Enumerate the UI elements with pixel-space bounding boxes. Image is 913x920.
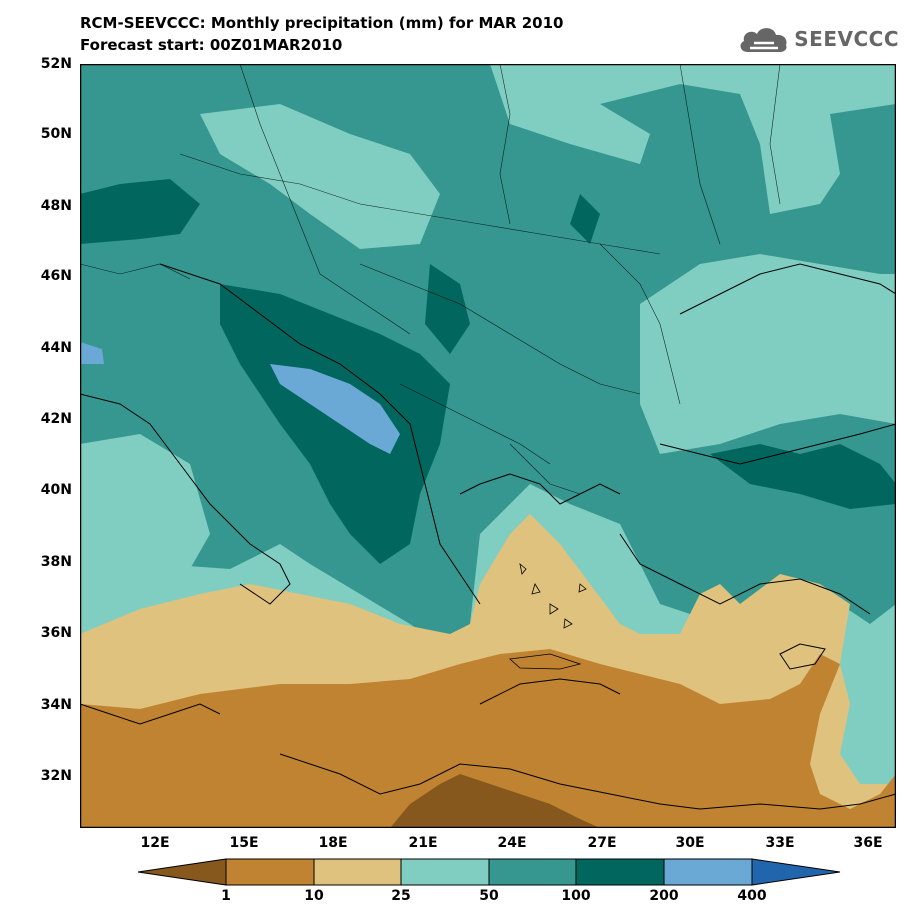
precip-zone-50-100-north	[230, 64, 896, 214]
logo: SEEVCCC	[738, 24, 899, 54]
colorbar-segment-200-400	[663, 858, 753, 886]
precip-zone-100-200-dinaric	[220, 284, 450, 564]
lon-label-27e: 27E	[587, 835, 617, 851]
logo-text: SEEVCCC	[794, 27, 899, 51]
precip-zone-1-10	[390, 774, 600, 828]
precip-zone-200-400-adriatic	[270, 364, 400, 454]
colorbar-segment-above-400	[751, 858, 841, 886]
map-title: RCM-SEEVCCC: Monthly precipitation (mm) …	[80, 14, 564, 32]
colorbar-label-100: 100	[561, 888, 591, 904]
lat-label-50n: 50N	[40, 126, 72, 142]
lon-label-33e: 33E	[765, 835, 795, 851]
forecast-start: Forecast start: 00Z01MAR2010	[80, 36, 343, 54]
colorbar-segment-25-50	[400, 858, 490, 886]
lon-label-12e: 12E	[140, 835, 170, 851]
lon-label-30e: 30E	[675, 835, 705, 851]
colorbar-segment-50-100	[488, 858, 577, 886]
map-frame	[80, 64, 896, 828]
colorbar-segment-1-10	[225, 858, 315, 886]
lat-label-40n: 40N	[40, 482, 72, 498]
precip-zone-10-25	[80, 649, 896, 828]
lat-label-34n: 34N	[40, 697, 72, 713]
precip-zone-50-100-black-sea	[640, 254, 896, 454]
colorbar-segment-10-25	[313, 858, 402, 886]
lon-label-18e: 18E	[318, 835, 348, 851]
lat-label-44n: 44N	[40, 340, 72, 356]
colorbar-label-10: 10	[304, 888, 324, 904]
colorbar-label-1: 1	[221, 888, 231, 904]
precip-zone-50-100-tyrrhenian	[80, 434, 210, 584]
colorbar	[137, 858, 841, 886]
lon-label-24e: 24E	[497, 835, 527, 851]
lon-label-15e: 15E	[229, 835, 259, 851]
lat-label-42n: 42N	[40, 411, 72, 427]
precip-zone-100-200-dnipro	[570, 194, 600, 244]
colorbar-segment-below-1	[137, 858, 227, 886]
borders	[80, 64, 781, 495]
precip-zone-50-100-central-europe	[200, 104, 440, 249]
lat-label-46n: 46N	[40, 268, 72, 284]
colorbar-label-25: 25	[391, 888, 411, 904]
lat-label-36n: 36N	[40, 625, 72, 641]
lat-label-52n: 52N	[40, 56, 72, 72]
lat-label-38n: 38N	[40, 554, 72, 570]
cloud-icon	[740, 28, 787, 52]
lat-label-32n: 32N	[40, 768, 72, 784]
precipitation-map	[80, 64, 896, 828]
colorbar-segment-100-200	[575, 858, 665, 886]
colorbar-label-50: 50	[479, 888, 499, 904]
colorbar-label-400: 400	[737, 888, 767, 904]
colorbar-label-200: 200	[649, 888, 679, 904]
lon-label-21e: 21E	[408, 835, 438, 851]
islands	[509, 562, 587, 670]
precip-zone-100-200-alps	[80, 179, 200, 244]
precip-zone-200-400-ligurian	[80, 342, 104, 364]
lat-label-48n: 48N	[40, 198, 72, 214]
precip-zone-100-200-carpathians	[425, 264, 470, 354]
lon-label-36e: 36E	[853, 835, 883, 851]
coastlines	[80, 263, 896, 810]
